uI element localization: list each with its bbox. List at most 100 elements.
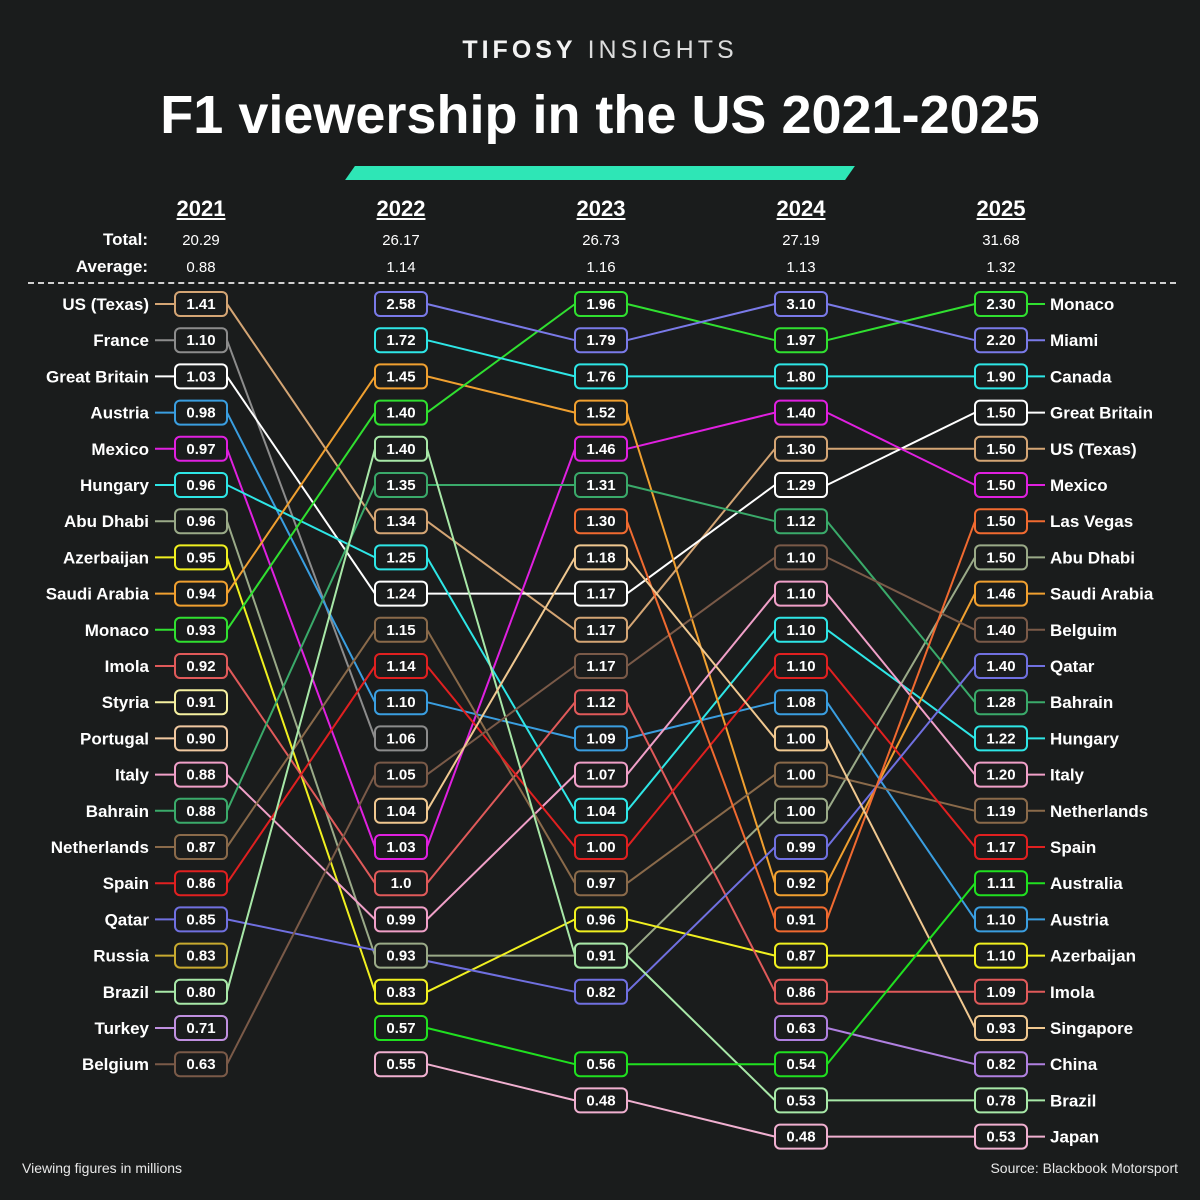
value-label-austria-2022: 1.10 [386,694,415,711]
value-box-us-texas-2023 [574,616,628,643]
value-label-brazil-2024: 0.53 [786,1092,815,1109]
value-label-canada-2024: 1.80 [786,368,815,385]
value-label-monaco-2023: 1.96 [586,296,615,313]
series-line-japan [626,1099,776,1138]
series-line-bahrain [626,484,776,523]
value-box-bahrain-2022 [374,472,428,498]
value-box-canada-2024 [774,363,828,390]
left-label-spain: Spain [103,874,149,893]
value-label-monaco-2022: 1.40 [386,405,415,422]
value-label-mexico-2021: 0.97 [186,441,215,458]
series-line-australia [826,882,976,1065]
left-label-saudi-arabia: Saudi Arabia [46,585,150,604]
value-label-italy-2022: 0.99 [386,911,415,928]
value-label-hungary-2024: 1.10 [786,622,815,639]
value-box-miami-2022 [374,291,428,317]
value-box-mexico-2024 [774,399,828,426]
right-label-monaco: Monaco [1050,295,1114,314]
value-label-japan-2024: 0.48 [786,1129,815,1146]
value-box-austria-2023 [574,725,628,752]
value-label-canada-2022: 1.72 [386,332,415,349]
value-label-mexico-2023: 1.46 [586,441,615,458]
source-note: Source: Blackbook Motorsport [990,1160,1178,1176]
value-label-las-vegas-2025: 1.50 [986,513,1015,530]
total-2025: 31.68 [982,232,1020,249]
value-box-spain-2024 [774,653,828,679]
value-label-us-texas-2023: 1.17 [586,622,615,639]
value-label-monaco-2024: 1.97 [786,332,815,349]
series-line-belgium [426,665,576,776]
value-label-qatar-2023: 0.82 [586,984,615,1001]
value-label-japan-2022: 0.55 [386,1056,415,1073]
value-label-great-britain-2025: 1.50 [986,405,1015,422]
series-line-belgium [626,556,776,667]
value-label-saudi-arabia-2023: 1.52 [586,405,615,422]
value-label-las-vegas-2024: 0.91 [786,911,815,928]
value-label-monaco-2021: 0.93 [186,622,215,639]
left-label-turkey: Turkey [95,1019,150,1038]
value-box-saudi-arabia-2022 [374,363,428,390]
value-label-las-vegas-2023: 1.30 [586,513,615,530]
left-label-bahrain: Bahrain [86,802,149,821]
right-label-bahrain: Bahrain [1050,693,1113,712]
value-label-bahrain-2021: 0.88 [186,803,215,820]
value-label-mexico-2022: 1.03 [386,839,415,856]
year-header-2024: 2024 [776,196,826,221]
value-box-monaco-2022 [374,399,428,426]
value-label-canada-2023: 1.76 [586,368,615,385]
value-box-italy-2023 [574,761,628,788]
value-box-mexico-2023 [574,435,628,462]
value-box-china-2024 [774,1015,828,1041]
left-label-azerbaijan: Azerbaijan [63,548,149,567]
right-label-great-britain: Great Britain [1050,404,1153,423]
value-label-miami-2022: 2.58 [386,296,415,313]
value-label-hungary-2023: 1.04 [586,803,616,820]
header-divider [28,282,1176,284]
value-box-las-vegas-2024 [774,906,828,933]
series-line-singapore [626,556,776,740]
series-line-italy [426,773,576,921]
series-line-great-britain [626,484,776,595]
value-label-italy-2023: 1.07 [586,767,615,784]
right-label-azerbaijan: Azerbaijan [1050,947,1136,966]
left-label-hungary: Hungary [80,476,150,495]
value-label-netherlands-2024: 1.00 [786,767,815,784]
value-box-hungary-2023 [574,797,628,824]
series-line-italy [226,773,376,921]
value-box-monaco-2024 [774,327,828,354]
value-box-spain-2022 [374,653,428,679]
value-label-italy-2024: 1.10 [786,586,815,603]
value-label-brazil-2021: 0.80 [186,984,215,1001]
series-line-china [826,1027,976,1066]
series-line-netherlands [626,773,776,885]
value-label-great-britain-2022: 1.24 [386,586,416,603]
value-label-great-britain-2023: 1.17 [586,586,615,603]
value-label-singapore-2025: 0.93 [986,1020,1015,1037]
left-label-mexico: Mexico [91,440,149,459]
value-label-monaco-2025: 2.30 [986,296,1015,313]
value-box-bahrain-2024 [774,508,828,535]
value-label-hungary-2022: 1.25 [386,549,415,566]
series-line-singapore [426,556,576,812]
series-line-mexico [826,411,976,486]
series-line-italy [626,592,776,776]
value-label-styria-2021: 0.91 [186,694,215,711]
left-label-monaco: Monaco [85,621,149,640]
value-label-miami-2023: 1.79 [586,332,615,349]
value-box-imola-2024 [774,978,828,1005]
value-box-belgium-2022 [374,761,428,788]
value-label-canada-2025: 1.90 [986,368,1015,385]
right-label-hungary: Hungary [1050,729,1120,748]
value-label-france-2022: 1.06 [386,730,415,747]
value-label-belgium-2024: 1.10 [786,549,815,566]
value-label-australia-2025: 1.11 [987,875,1015,892]
value-box-netherlands-2023 [574,870,628,897]
series-line-spain [426,665,576,848]
value-box-netherlands-2022 [374,616,428,643]
value-label-brazil-2025: 0.78 [986,1092,1015,1109]
value-box-great-britain-2022 [374,580,428,607]
value-box-hungary-2024 [774,616,828,643]
total-2022: 26.17 [382,232,420,249]
value-label-australia-2024: 0.54 [786,1056,816,1073]
series-line-netherlands [826,773,976,812]
